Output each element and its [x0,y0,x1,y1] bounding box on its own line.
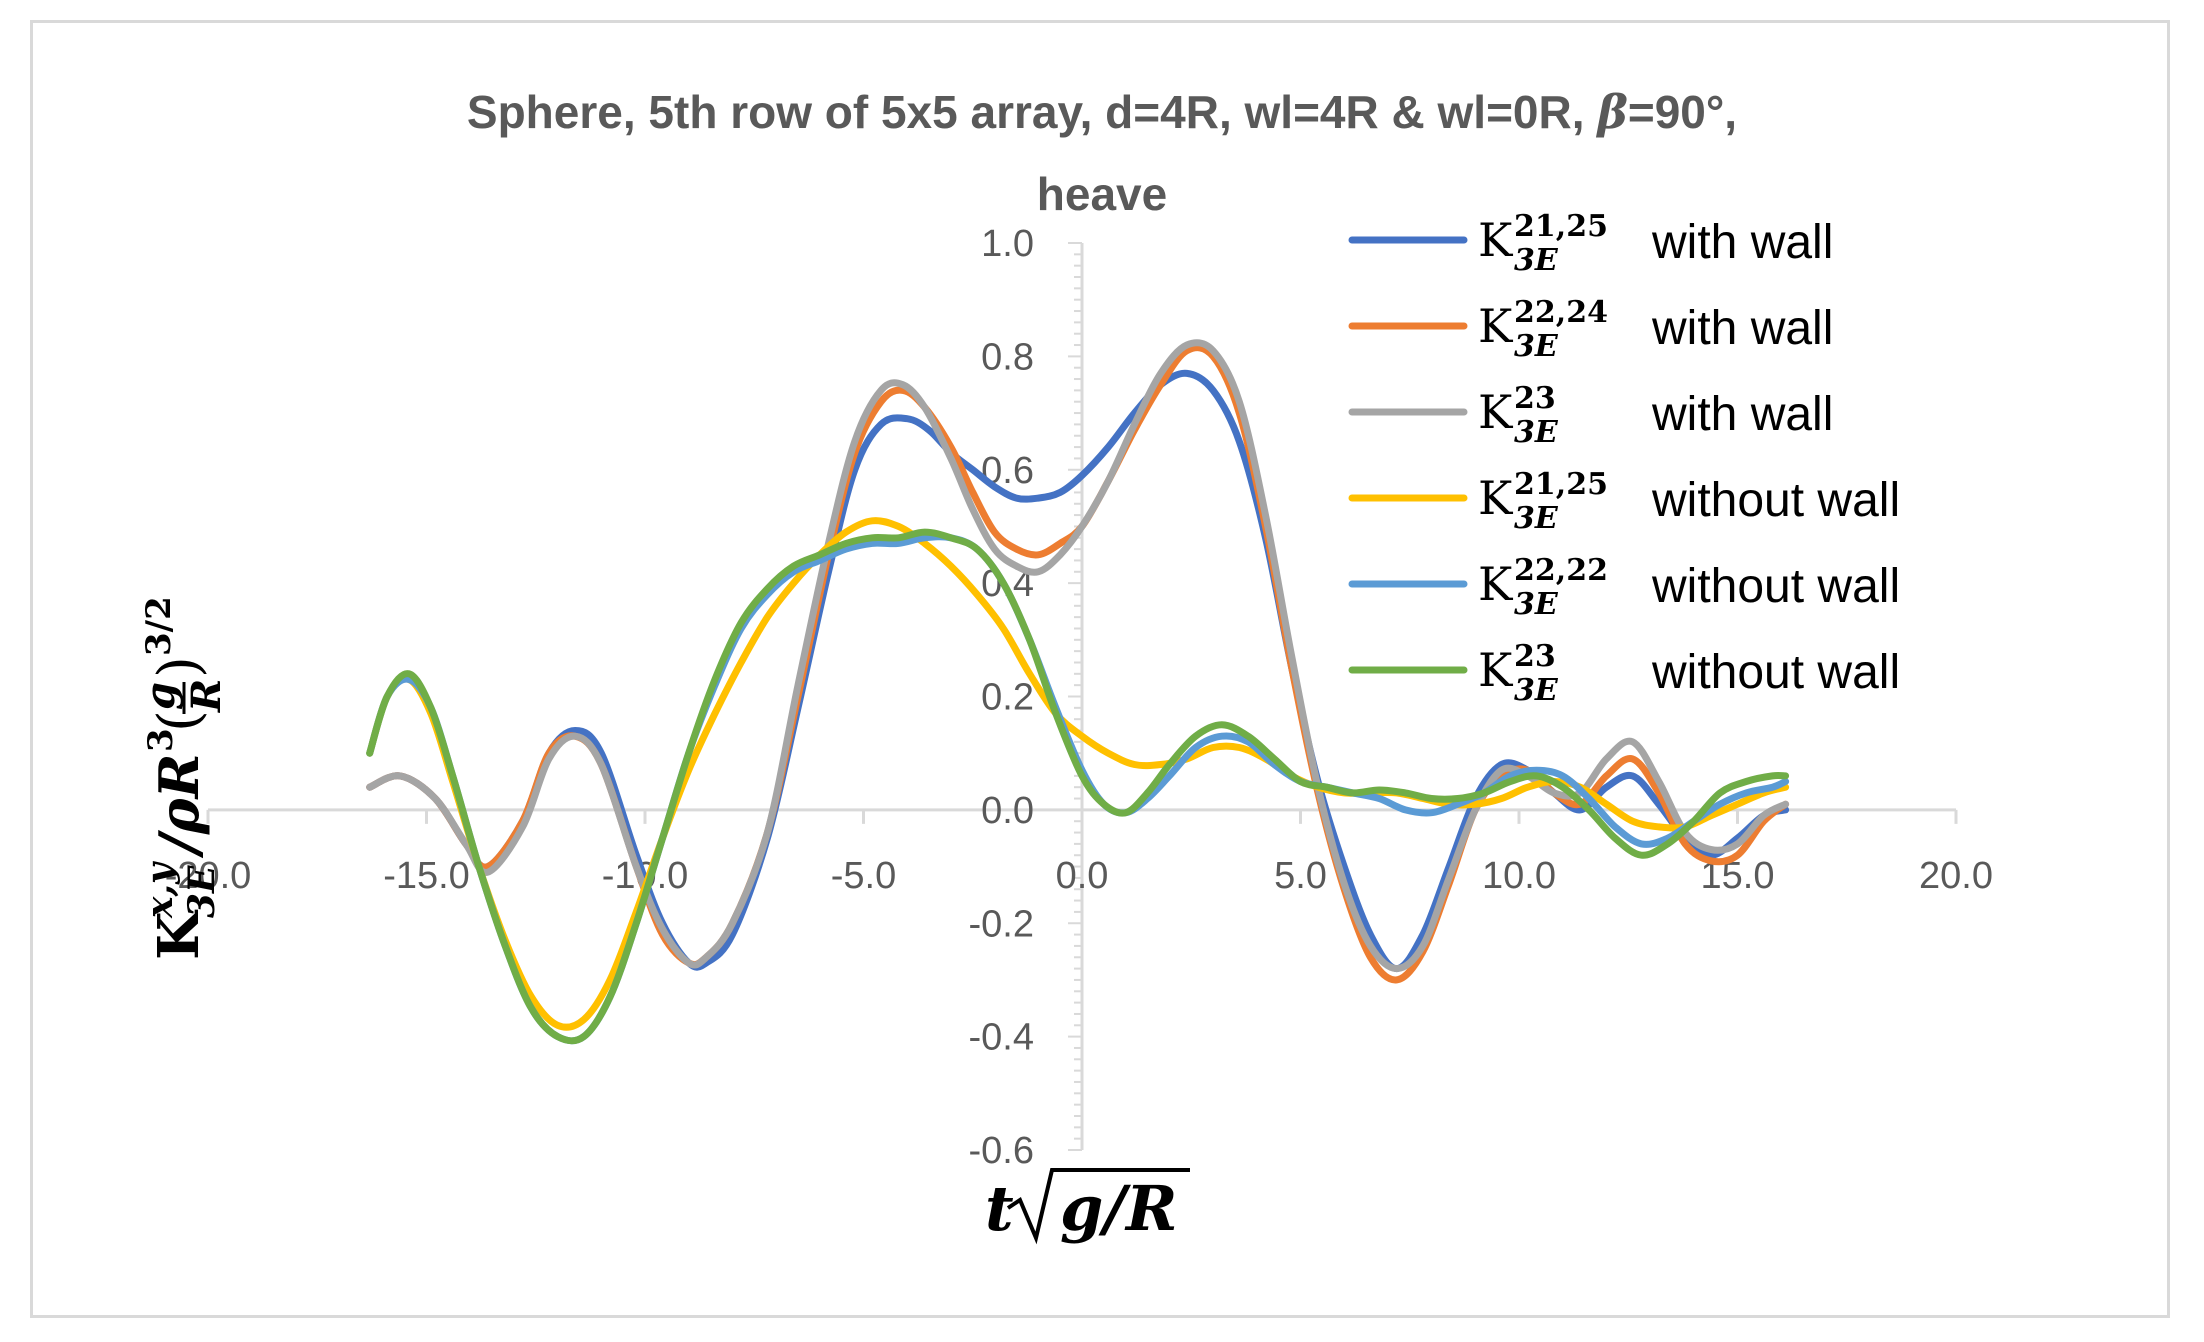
legend-superscript: 21,25 [1514,209,1608,244]
legend-superscript: 23 [1514,639,1556,674]
y-axis-title: K x,y 3E /ρR 3 ( g R ) 3/2 [137,596,230,960]
y-tick-label: -0.4 [969,1017,1034,1059]
y-tick-label: 1.0 [981,223,1034,265]
series-layer [366,339,1790,1045]
legend-suffix: without wall [1651,560,1900,613]
legend-k: K [1478,385,1514,439]
y-tick-label: -0.2 [969,903,1034,945]
legend-k: K [1478,557,1514,611]
svg-text:/ρR: /ρR [147,753,211,859]
legend-suffix: with wall [1651,302,1833,355]
axes: -20.0 -15.0 -10.0 -5.0 0.0 5.0 10.0 15.0 20.01.0… [165,223,1993,1172]
x-tick-label: 10.0 [1482,855,1556,897]
legend-subscript: 3E [1514,415,1559,450]
x-tick-label: 0.0 [1056,855,1109,897]
x-tick-label: 5.0 [1274,855,1327,897]
y-tick-label: 0.2 [981,677,1034,719]
legend-k: K [1478,471,1514,525]
legend-k: K [1478,299,1514,353]
y-tick-label: 0.8 [981,336,1034,378]
chart-title: Sphere, 5th row of 5x5 array, d=4R, wl=4… [467,85,1737,139]
legend-subscript: 3E [1514,587,1559,622]
legend-subscript: 3E [1514,243,1559,278]
x-axis-title: t g/R [985,1168,1190,1245]
legend-subscript: 3E [1514,501,1559,536]
legend-subscript: 3E [1514,673,1559,708]
x-tick-label: -20.0 [165,855,252,897]
svg-text:R: R [183,679,230,713]
chart-title-line2: heave [1037,168,1167,220]
svg-text:3: 3 [141,728,181,752]
legend-suffix: with wall [1651,216,1833,269]
x-tick-label: -15.0 [383,855,470,897]
series-line-5 [366,533,1790,1045]
legend-superscript: 22,24 [1514,295,1608,330]
svg-text:K: K [146,909,212,960]
legend-subscript: 3E [1514,329,1559,364]
legend-superscript: 21,25 [1514,467,1608,502]
y-tick-label: 0.0 [981,790,1034,832]
legend-k: K [1478,213,1514,267]
legend-suffix: with wall [1651,388,1833,441]
svg-text:g/R: g/R [1060,1172,1178,1245]
y-tick-label: -0.6 [969,1130,1034,1172]
svg-text:(: ( [147,710,212,732]
legend-superscript: 23 [1514,381,1556,416]
svg-text:3/2: 3/2 [139,596,179,656]
legend-suffix: without wall [1651,646,1900,699]
svg-text:3E: 3E [181,865,223,918]
legend-k: K [1478,643,1514,697]
svg-text:): ) [147,656,212,678]
x-tick-label: 20.0 [1919,855,1993,897]
legend-suffix: without wall [1651,474,1900,527]
legend-superscript: 22,22 [1514,553,1608,588]
series-line-6 [366,528,1790,1045]
svg-text:g: g [137,682,184,710]
x-tick-label: -5.0 [831,855,896,897]
svg-text:x,y: x,y [139,861,181,919]
chart-frame [30,20,2170,1318]
